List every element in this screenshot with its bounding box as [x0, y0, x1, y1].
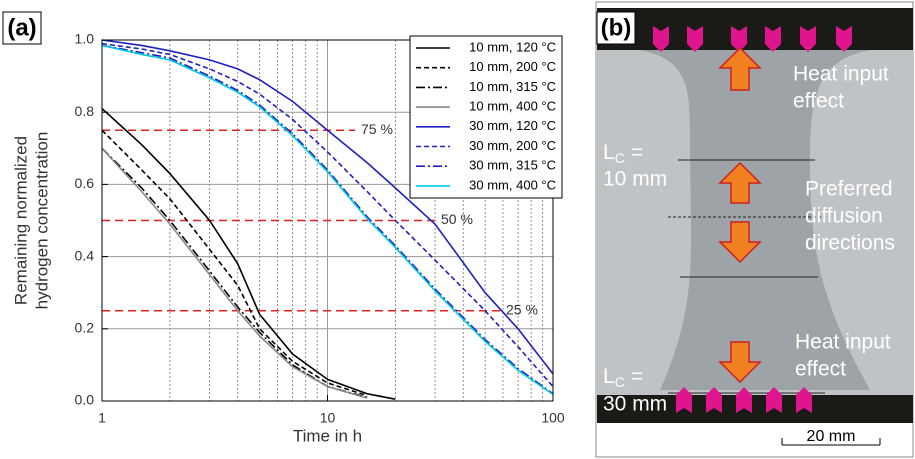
panel-label-box [596, 11, 636, 45]
y-axis-label: hydrogen concentration [32, 132, 51, 310]
panel-label: (b) [601, 14, 632, 41]
reference-label: 50 % [441, 211, 473, 227]
annotation: Heat input [795, 331, 891, 354]
arrows [718, 46, 762, 384]
x-axis-label: Time in h [293, 426, 362, 445]
chevrons-top [653, 26, 852, 52]
legend-label: 10 mm, 315 °C [469, 79, 556, 94]
series-line [101, 147, 368, 399]
lc-symbol: LC = [603, 365, 643, 390]
reference-label: 25 % [506, 301, 538, 317]
scale-bar-label: 20 mm [807, 428, 856, 445]
chevrons-bottom [676, 387, 812, 413]
y-tick-label: 0.8 [75, 103, 95, 119]
y-tick-label: 0.0 [75, 392, 95, 408]
legend-label: 30 mm, 200 °C [469, 138, 556, 153]
lc-sub: C [615, 374, 625, 390]
annotation: directions [805, 232, 895, 255]
series-line [101, 147, 368, 399]
chart-panel: 0.0 0.2 0.4 0.6 0.8 1.0 1 10 100 75 % 50 % 25 % 10 m… [2, 11, 565, 445]
reference-label: 75 % [361, 121, 393, 137]
legend-label: 30 mm, 315 °C [469, 158, 556, 173]
annotation: Preferred [805, 178, 893, 201]
series-line [101, 39, 554, 375]
photo-dark-top [597, 8, 913, 50]
lc-l: L [603, 365, 615, 388]
annotation: effect [793, 90, 844, 113]
lc-value: 10 mm [603, 168, 667, 191]
x-tick-label: 10 [320, 410, 336, 426]
panel-label-box [2, 11, 42, 45]
series-line [101, 44, 554, 396]
series-line [101, 42, 554, 388]
panel-label: (a) [7, 14, 36, 41]
legend-label: 10 mm, 400 °C [469, 99, 556, 114]
photo-panel: 20 mm (b) Heat input effect LC = 10 mm Pr… [595, 1, 914, 458]
lc-symbol: LC = [603, 141, 643, 166]
lc-eq: = [631, 365, 643, 388]
y-tick-label: 0.6 [75, 175, 95, 191]
lc-value: 30 mm [603, 393, 667, 416]
x-tick-label: 1 [98, 410, 106, 426]
lc-l: L [603, 141, 615, 164]
weld-zone [640, 50, 870, 390]
lc-sub: C [615, 150, 625, 166]
series-line [101, 44, 554, 395]
series-line [101, 129, 368, 397]
y-tick-label: 1.0 [75, 31, 95, 47]
y-tick-label: 0.2 [75, 320, 95, 336]
plot-frame [101, 39, 554, 402]
annotation: Heat input [793, 63, 889, 86]
lc-eq: = [631, 141, 643, 164]
photo-dark-bottom [597, 395, 913, 423]
legend-label: 10 mm, 120 °C [469, 39, 556, 54]
y-tick-label: 0.4 [75, 247, 95, 263]
legend-box [409, 35, 563, 199]
annotation: diffusion [805, 205, 883, 228]
x-tick-label: 100 [541, 410, 565, 426]
annotation: effect [795, 358, 846, 381]
legend-label: 10 mm, 200 °C [469, 59, 556, 74]
legend-label: 30 mm, 120 °C [469, 118, 556, 133]
y-axis-label: Remaining normalized [11, 136, 30, 305]
series-line [101, 107, 396, 400]
legend-label: 30 mm, 400 °C [469, 177, 556, 192]
